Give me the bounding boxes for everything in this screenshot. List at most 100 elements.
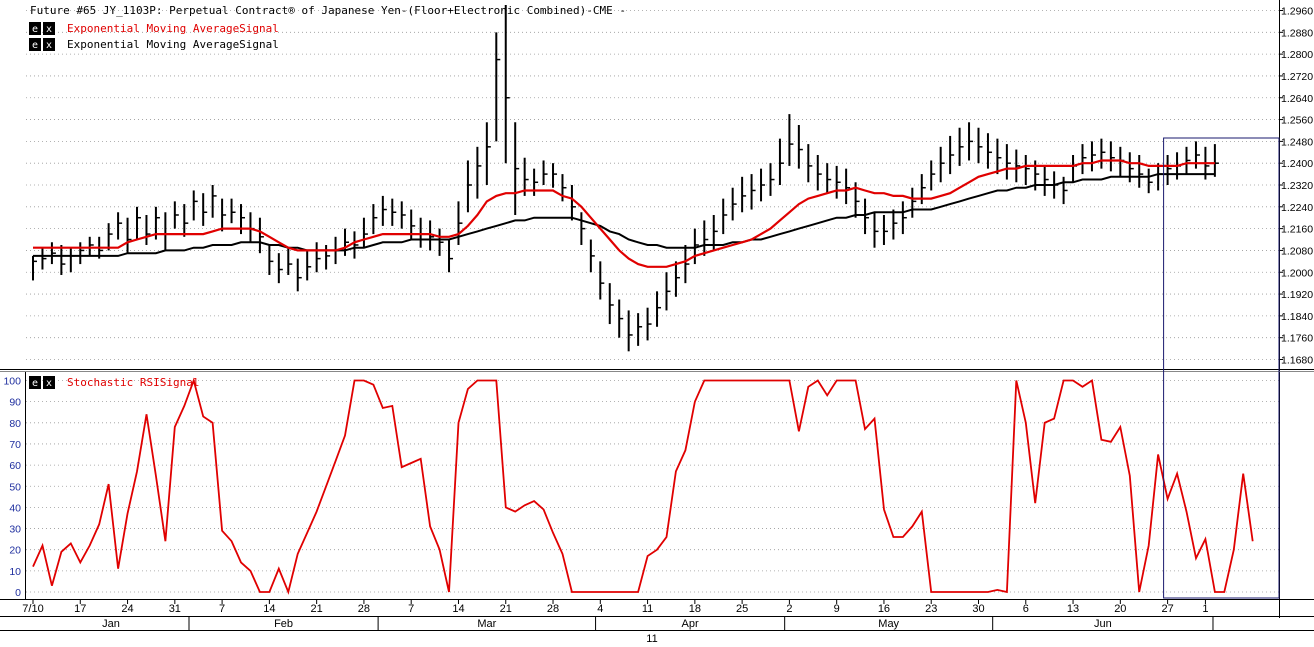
stoch-tick-label: 30 (9, 524, 21, 536)
price-bar (362, 217, 368, 248)
date-tick-label: 9 (834, 603, 840, 615)
price-bar (381, 195, 387, 226)
price-bar (268, 244, 274, 275)
price-tick-label: 1.2800 (1281, 49, 1313, 61)
month-label: Apr (682, 618, 699, 630)
year-label: 11 (646, 633, 657, 645)
price-tick-label: 1.2640 (1281, 93, 1313, 105)
date-tick-label: 24 (121, 603, 133, 615)
stoch-tick-label: 70 (9, 439, 21, 451)
price-bar (126, 217, 132, 254)
price-bar (1015, 149, 1021, 183)
price-bar (542, 160, 548, 185)
price-bar (996, 138, 1002, 175)
price-bar (353, 231, 359, 259)
stoch-tick-label: 80 (9, 418, 21, 430)
date-tick-label: 31 (169, 603, 181, 615)
selection-rect[interactable] (1163, 137, 1280, 599)
price-bar (32, 255, 37, 281)
price-bar (258, 217, 264, 254)
price-bar (1194, 141, 1200, 169)
price-bar (693, 228, 699, 265)
date-tick-label: 11 (642, 603, 653, 615)
price-tick-label: 1.2560 (1281, 115, 1313, 127)
ema-fast-line (33, 159, 1215, 268)
price-bar (1072, 155, 1078, 183)
price-bar-series (32, 5, 1219, 352)
price-bar (249, 212, 255, 243)
price-bar (1043, 165, 1049, 196)
price-bar (344, 228, 350, 256)
legend-ema-fast-edit-button[interactable] (29, 22, 41, 35)
legend-stoch-label: Stochastic RSISignal (67, 376, 199, 389)
date-tick-label: 14 (452, 603, 464, 615)
price-bar (1166, 155, 1172, 185)
ema-slow-line (33, 173, 1215, 257)
legend-stoch-close-button[interactable] (43, 376, 55, 389)
price-bar (599, 261, 605, 300)
price-bar (769, 163, 775, 196)
legend-ema-slow-edit-button[interactable] (29, 38, 41, 51)
price-bar (1100, 138, 1106, 169)
legend-ema-slow-label: Exponential Moving AverageSignal (67, 38, 279, 51)
price-bar (117, 212, 123, 240)
price-tick-label: 1.2960 (1281, 6, 1313, 18)
price-bar (287, 247, 293, 275)
price-bar (797, 125, 803, 169)
price-bar (778, 138, 784, 185)
date-tick-label: 18 (689, 603, 701, 615)
price-bar (949, 135, 955, 175)
legend-ema-fast-label: Exponential Moving AverageSignal (67, 22, 279, 35)
date-tick-label: 25 (736, 603, 748, 615)
price-bar (722, 198, 728, 235)
legend-ema-fast-close-button[interactable] (43, 22, 55, 35)
price-bar (930, 160, 936, 191)
price-bar (845, 168, 851, 205)
stoch-tick-label: 40 (9, 502, 21, 514)
price-bar (552, 163, 558, 188)
date-tick-label: 7 (219, 603, 225, 615)
price-bar (88, 236, 94, 256)
price-tick-label: 1.1840 (1281, 311, 1313, 323)
price-bar (391, 198, 397, 226)
price-bar (731, 187, 737, 221)
selection-box[interactable] (1163, 137, 1280, 599)
date-tick-label: 13 (1067, 603, 1079, 615)
month-label: May (878, 618, 899, 630)
legend-ema-slow: e x Exponential Moving AverageSignal (29, 38, 279, 51)
price-bar (145, 214, 151, 245)
price-bar (627, 310, 633, 352)
date-tick-label: 7 (408, 603, 414, 615)
price-bar (466, 160, 472, 213)
month-label: Feb (274, 618, 293, 630)
price-tick-label: 1.2160 (1281, 224, 1313, 236)
price-bar (221, 198, 227, 232)
stoch-rsi-series (32, 377, 1254, 595)
price-bar (618, 299, 624, 338)
price-bar (107, 223, 113, 251)
price-bar (939, 146, 945, 183)
price-bar (136, 206, 142, 240)
price-bar (79, 242, 85, 265)
price-bar (230, 198, 236, 224)
price-bar (703, 220, 709, 256)
legend-ema-fast-close-glyph: x (46, 24, 52, 35)
date-tick-label: 21 (311, 603, 323, 615)
legend-stoch-edit-button[interactable] (29, 376, 41, 389)
legend-ema-slow-close-button[interactable] (43, 38, 55, 51)
price-bar (325, 244, 331, 270)
price-bar (665, 272, 671, 311)
date-tick-label: 28 (358, 603, 370, 615)
date-tick-label: 2 (786, 603, 792, 615)
price-bar (202, 193, 208, 226)
date-tick-label: 6 (1023, 603, 1029, 615)
price-bar (69, 247, 75, 273)
price-bar (835, 165, 841, 199)
price-bar (1090, 141, 1096, 172)
price-bar (637, 313, 643, 346)
price-bar (570, 185, 576, 221)
price-tick-label: 1.1680 (1281, 355, 1313, 367)
price-tick-label: 1.1920 (1281, 289, 1313, 301)
price-bar (476, 146, 482, 199)
legend-stoch-edit-glyph: e (32, 378, 38, 389)
